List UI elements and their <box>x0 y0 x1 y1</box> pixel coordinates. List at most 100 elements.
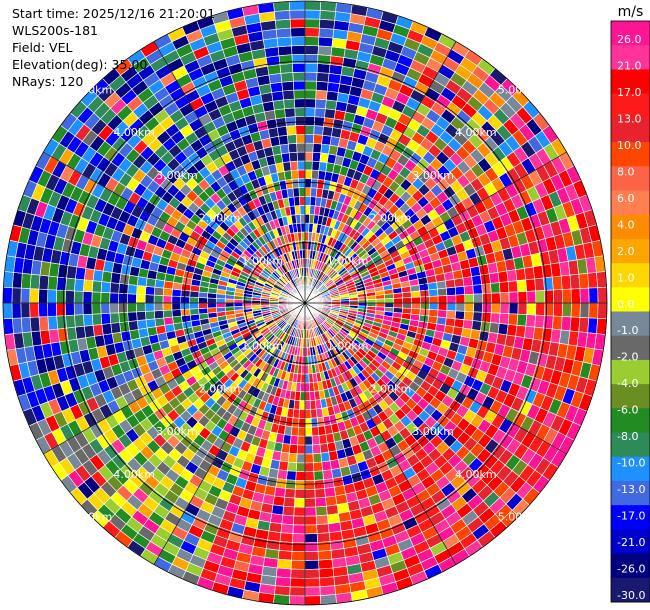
radar-gate <box>313 134 323 145</box>
radar-gate <box>280 72 294 83</box>
radar-gate <box>319 443 329 454</box>
radar-gate <box>304 542 319 553</box>
radar-gate <box>100 312 112 325</box>
info-panel: Start time: 2025/12/16 21:20:01 WLS200s-… <box>12 5 215 90</box>
radar-gate <box>304 409 312 419</box>
colorbar-segment <box>611 480 650 506</box>
radar-gate <box>320 451 331 463</box>
radar-gate <box>296 453 306 464</box>
radar-gate <box>304 347 309 357</box>
radar-gate <box>516 279 528 293</box>
colorbar-segment <box>611 553 650 579</box>
radar-gate <box>488 322 500 334</box>
range-label: 3.00km <box>156 169 198 182</box>
colorbar-segment <box>611 505 650 530</box>
radar-gate <box>525 314 536 328</box>
radar-gate <box>311 435 321 446</box>
radar-gate <box>283 496 296 508</box>
radar-gate <box>324 108 336 120</box>
radar-gate <box>490 302 501 314</box>
radar-gate <box>295 125 306 135</box>
radar-gate <box>534 314 545 329</box>
radar-gate <box>153 286 165 296</box>
radar-gate <box>587 272 599 289</box>
radar-gate <box>109 292 120 304</box>
radar-gate <box>304 355 309 366</box>
radar-gate <box>497 323 509 336</box>
radar-gate <box>516 313 528 327</box>
radar-gate <box>180 314 192 323</box>
radar-gate <box>314 488 326 499</box>
radar-gate <box>304 116 316 126</box>
radar-gate <box>311 160 321 171</box>
radar-gate <box>180 302 191 310</box>
radar-gate <box>127 311 138 322</box>
radar-gate <box>38 316 50 332</box>
azimuth-spoke <box>153 41 306 304</box>
radar-gate <box>287 134 297 145</box>
radar-gate <box>393 302 404 309</box>
radar-gate <box>289 435 299 446</box>
radar-gate <box>29 302 40 318</box>
radar-gate <box>91 291 102 304</box>
radar-gate <box>281 80 295 92</box>
radar-gate <box>551 315 563 331</box>
radar-gate <box>91 280 103 293</box>
radar-gate <box>588 302 599 319</box>
radar-gate <box>349 299 359 304</box>
range-label: 5.00km <box>498 511 540 524</box>
radar-gate <box>56 315 67 330</box>
radar-gate <box>295 133 306 144</box>
radar-gate <box>326 504 339 516</box>
colorbar-segment <box>611 577 650 603</box>
radar-gate <box>463 285 474 295</box>
radar-gate <box>74 278 85 292</box>
radar-gate <box>455 302 466 312</box>
range-label: 4.00km <box>455 126 497 139</box>
radar-gate <box>561 302 572 318</box>
radar-gate <box>311 426 320 437</box>
colorbar-segment <box>611 117 650 143</box>
radar-gate <box>271 504 284 516</box>
radar-gate <box>525 278 536 292</box>
radar-gate <box>569 273 581 290</box>
radar-gate <box>304 488 316 499</box>
radar-gate <box>294 205 301 216</box>
radar-gate <box>74 314 85 328</box>
radar-gate <box>428 309 439 318</box>
radar-gate <box>144 302 155 312</box>
radar-gate <box>272 495 285 507</box>
radar-gate <box>109 302 120 314</box>
radar-gate <box>118 302 128 314</box>
radar-gate <box>304 551 319 561</box>
radar-gate <box>300 222 306 233</box>
radar-gate <box>304 160 313 171</box>
radar-gate <box>293 98 306 109</box>
radar-gate <box>317 541 332 552</box>
radar-gate <box>304 515 317 526</box>
colorbar-tick-label: 10.0 <box>617 139 642 152</box>
radar-gate <box>304 196 311 206</box>
radar-gate <box>304 444 314 455</box>
radar-gate <box>275 478 287 489</box>
radar-gate <box>308 382 315 393</box>
radar-gate <box>286 125 297 136</box>
radar-gate <box>283 98 296 110</box>
colorbar-tick-label: 0.0 <box>617 298 635 311</box>
radar-gate <box>145 318 157 329</box>
radar-gate <box>553 302 563 317</box>
range-label: 3.00km <box>156 425 198 438</box>
radar-gate <box>294 116 306 126</box>
radar-gate <box>110 272 122 284</box>
radar-gate <box>298 409 306 419</box>
radar-gate <box>313 116 325 127</box>
radar-gate <box>526 290 537 304</box>
radar-gate <box>322 469 334 481</box>
colorbar-tick-label: 6.0 <box>617 192 635 205</box>
radar-gate <box>285 116 297 127</box>
radar-gate <box>215 298 226 304</box>
radar-gate <box>180 308 191 317</box>
radar-gate <box>100 281 112 294</box>
radar-gate <box>92 324 104 337</box>
radar-gate <box>3 271 14 289</box>
